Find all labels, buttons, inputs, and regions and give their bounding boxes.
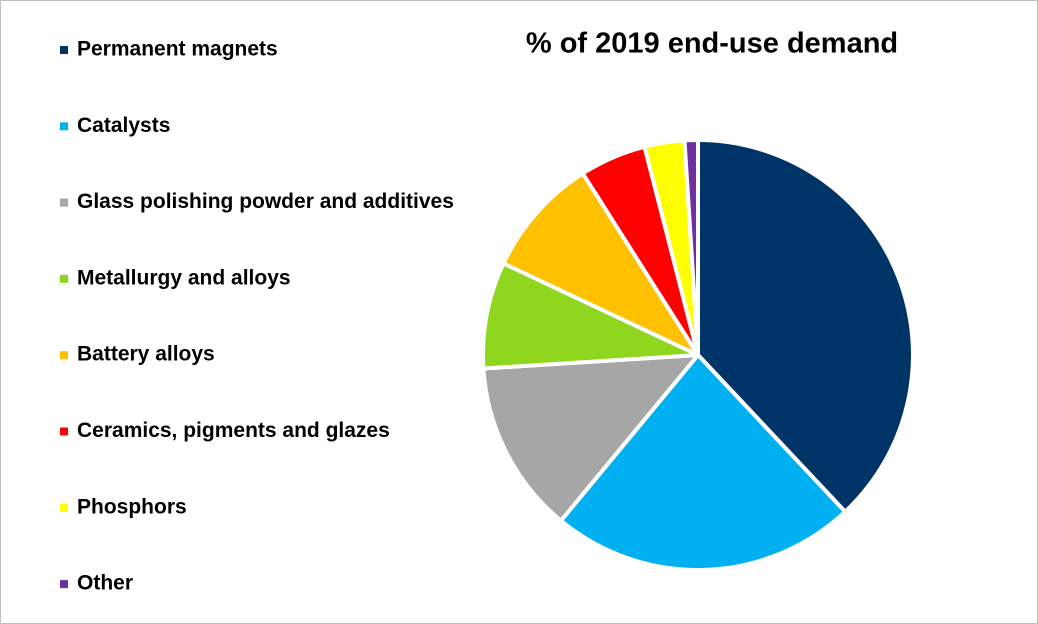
legend-label: Permanent magnets bbox=[77, 38, 278, 61]
legend-marker bbox=[60, 351, 68, 360]
legend-label: Battery alloys bbox=[77, 343, 215, 366]
legend-label: Ceramics, pigments and glazes bbox=[77, 419, 390, 442]
legend-marker bbox=[60, 427, 68, 436]
pie-slice bbox=[481, 353, 700, 523]
legend-marker bbox=[60, 503, 68, 512]
pie-slice bbox=[501, 171, 700, 357]
legend-marker bbox=[60, 274, 68, 283]
legend-label: Other bbox=[77, 572, 133, 595]
pie-slice bbox=[682, 138, 700, 357]
pie-slice bbox=[558, 353, 848, 572]
legend-marker bbox=[60, 198, 68, 207]
legend-label: Glass polishing powder and additives bbox=[77, 190, 454, 213]
legend-label: Metallurgy and alloys bbox=[77, 266, 291, 289]
pie-slice bbox=[481, 261, 700, 371]
legend-marker bbox=[60, 46, 68, 54]
legend-marker bbox=[60, 122, 68, 131]
chart-title: % of 2019 end-use demand bbox=[526, 28, 898, 60]
legend-marker bbox=[60, 580, 68, 589]
legend-label: Catalysts bbox=[77, 114, 170, 137]
pie-slice bbox=[696, 138, 915, 514]
legend-label: Phosphors bbox=[77, 495, 187, 518]
